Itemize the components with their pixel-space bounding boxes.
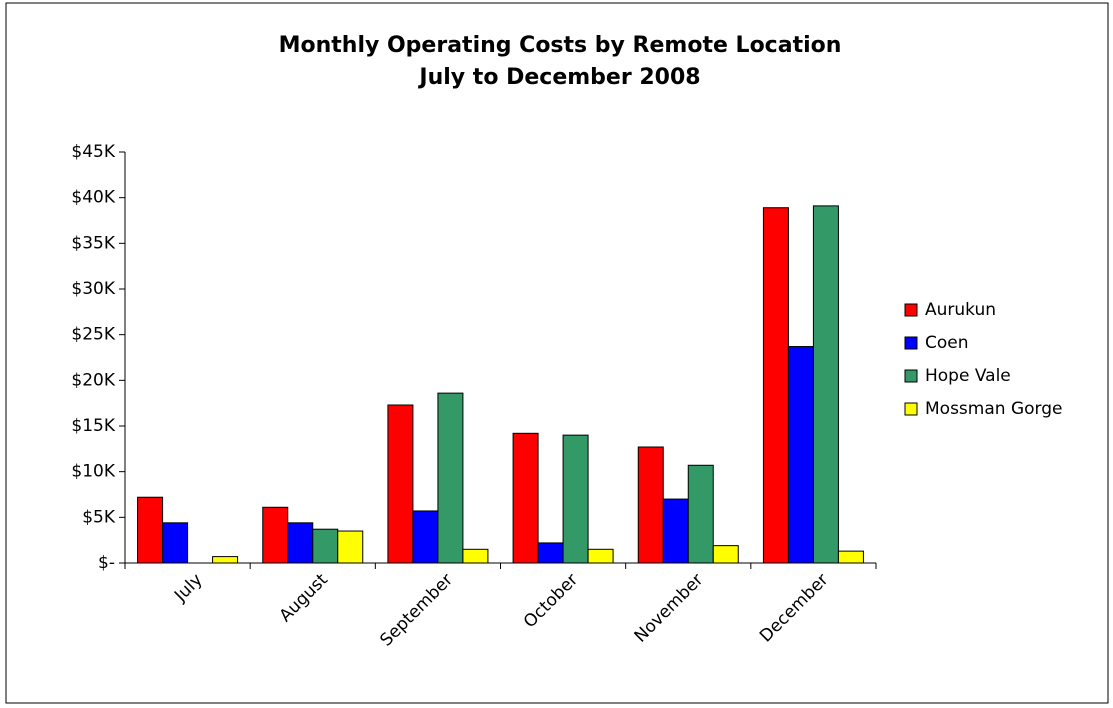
legend-label: Coen <box>925 333 969 353</box>
bar <box>212 556 239 564</box>
bar <box>162 522 189 564</box>
chart-subtitle: July to December 2008 <box>417 65 700 90</box>
bar <box>512 432 539 564</box>
y-tick-label: $- <box>98 553 115 573</box>
bar <box>412 510 439 564</box>
y-tick-label: $10K <box>71 462 115 482</box>
bar <box>312 528 339 564</box>
y-tick-label: $25K <box>71 325 115 345</box>
bar <box>537 542 564 564</box>
legend-swatch <box>904 402 918 416</box>
bar <box>587 548 614 564</box>
y-tick-label: $30K <box>71 279 115 299</box>
y-tick-label: $5K <box>82 507 116 527</box>
bar <box>562 434 589 564</box>
bar <box>462 548 489 564</box>
bar <box>137 496 164 564</box>
legend-swatch <box>904 303 918 317</box>
legend-label: Aurukun <box>925 300 996 320</box>
bar <box>387 404 414 564</box>
legend-label: Hope Vale <box>925 366 1011 386</box>
bar <box>762 207 789 564</box>
bar <box>437 392 464 564</box>
bar <box>787 346 814 564</box>
bar <box>262 506 289 564</box>
y-tick-label: $15K <box>71 416 115 436</box>
bar <box>662 498 689 564</box>
y-tick-label: $35K <box>71 233 115 253</box>
bar <box>812 205 839 564</box>
legend-swatch <box>904 336 918 350</box>
legend-swatch <box>904 369 918 383</box>
y-tick-label: $45K <box>71 142 115 162</box>
bar <box>337 530 364 564</box>
bar <box>637 446 664 564</box>
bar <box>687 464 714 564</box>
legend-label: Mossman Gorge <box>925 399 1062 419</box>
y-tick-label: $40K <box>71 188 115 208</box>
bar <box>712 545 739 564</box>
bar <box>837 550 864 564</box>
chart-title: Monthly Operating Costs by Remote Locati… <box>279 33 842 58</box>
y-tick-label: $20K <box>71 370 115 390</box>
bar <box>287 522 314 564</box>
chart-border <box>5 2 1109 704</box>
